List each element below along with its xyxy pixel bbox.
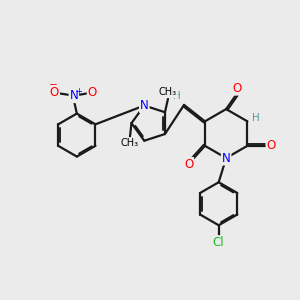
Text: O: O (50, 85, 59, 99)
Text: O: O (88, 85, 97, 99)
Text: N: N (222, 152, 230, 165)
Text: +: + (76, 87, 82, 96)
Text: N: N (140, 99, 149, 112)
Text: O: O (267, 139, 276, 152)
Text: H: H (173, 91, 180, 101)
Text: H: H (252, 113, 260, 123)
Text: O: O (184, 158, 193, 171)
Text: −: − (50, 80, 58, 90)
Text: O: O (232, 82, 242, 95)
Text: CH₃: CH₃ (121, 138, 139, 148)
Text: Cl: Cl (213, 236, 224, 249)
Text: N: N (70, 89, 78, 102)
Text: CH₃: CH₃ (159, 87, 177, 97)
